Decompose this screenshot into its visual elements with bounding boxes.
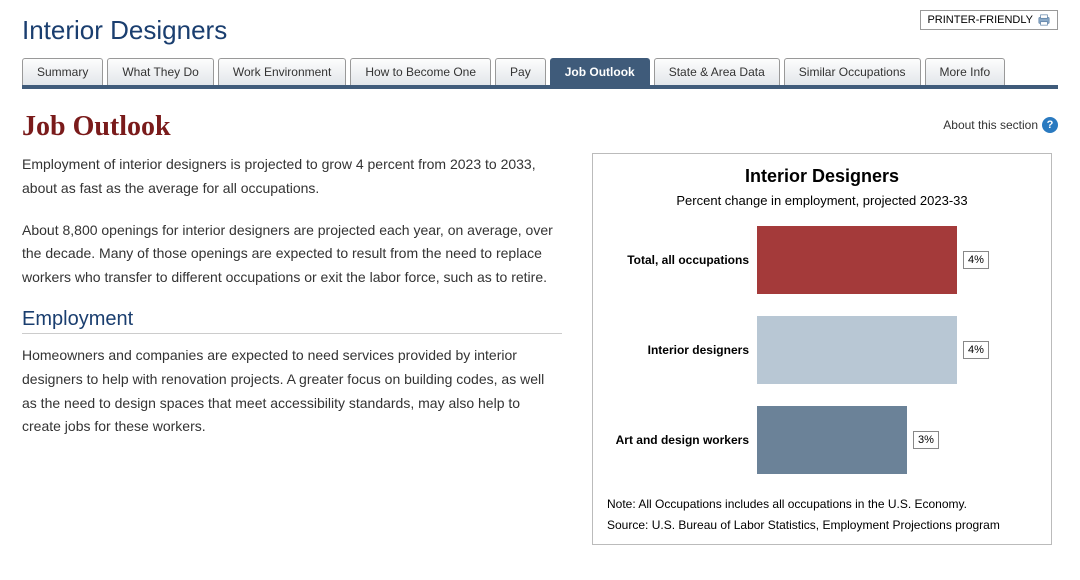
page-title: Interior Designers (22, 15, 227, 46)
section-title: Job Outlook (22, 111, 171, 143)
printer-friendly-label: PRINTER-FRIENDLY (927, 14, 1033, 26)
about-section-link[interactable]: About this section ? (943, 117, 1058, 133)
bar-value: 4% (963, 341, 989, 359)
chart-source: Source: U.S. Bureau of Labor Statistics,… (607, 517, 1037, 534)
tab-summary[interactable]: Summary (22, 58, 103, 85)
bar-row: Interior designers 4% (607, 316, 1037, 384)
tab-job-outlook[interactable]: Job Outlook (550, 58, 650, 85)
bar-label: Art and design workers (607, 433, 757, 447)
bar-label: Interior designers (607, 343, 757, 357)
paragraph: Homeowners and companies are expected to… (22, 344, 562, 439)
bar-label: Total, all occupations (607, 253, 757, 267)
bar-value: 3% (913, 431, 939, 449)
tab-what-they-do[interactable]: What They Do (107, 58, 213, 85)
printer-icon (1037, 14, 1051, 26)
bar-fill (757, 316, 957, 384)
chart-title: Interior Designers (607, 166, 1037, 187)
chart-subtitle: Percent change in employment, projected … (607, 193, 1037, 208)
bar-value: 4% (963, 251, 989, 269)
tab-state-area-data[interactable]: State & Area Data (654, 58, 780, 85)
tab-similar-occupations[interactable]: Similar Occupations (784, 58, 921, 85)
chart-note: Note: All Occupations includes all occup… (607, 496, 1037, 513)
printer-friendly-button[interactable]: PRINTER-FRIENDLY (920, 10, 1058, 30)
subheading: Employment (22, 308, 562, 334)
paragraph: Employment of interior designers is proj… (22, 153, 562, 201)
bar-fill (757, 226, 957, 294)
employment-chart: Interior Designers Percent change in emp… (592, 153, 1052, 545)
article-body: Employment of interior designers is proj… (22, 153, 562, 545)
bar-fill (757, 406, 907, 474)
help-icon: ? (1042, 117, 1058, 133)
tab-more-info[interactable]: More Info (925, 58, 1006, 85)
bar-row: Art and design workers 3% (607, 406, 1037, 474)
paragraph: About 8,800 openings for interior design… (22, 219, 562, 290)
about-section-label: About this section (943, 118, 1038, 132)
tab-pay[interactable]: Pay (495, 58, 546, 85)
tab-work-environment[interactable]: Work Environment (218, 58, 346, 85)
bar-row: Total, all occupations 4% (607, 226, 1037, 294)
tab-how-to-become-one[interactable]: How to Become One (350, 58, 491, 85)
tab-bar: SummaryWhat They DoWork EnvironmentHow t… (22, 58, 1058, 89)
